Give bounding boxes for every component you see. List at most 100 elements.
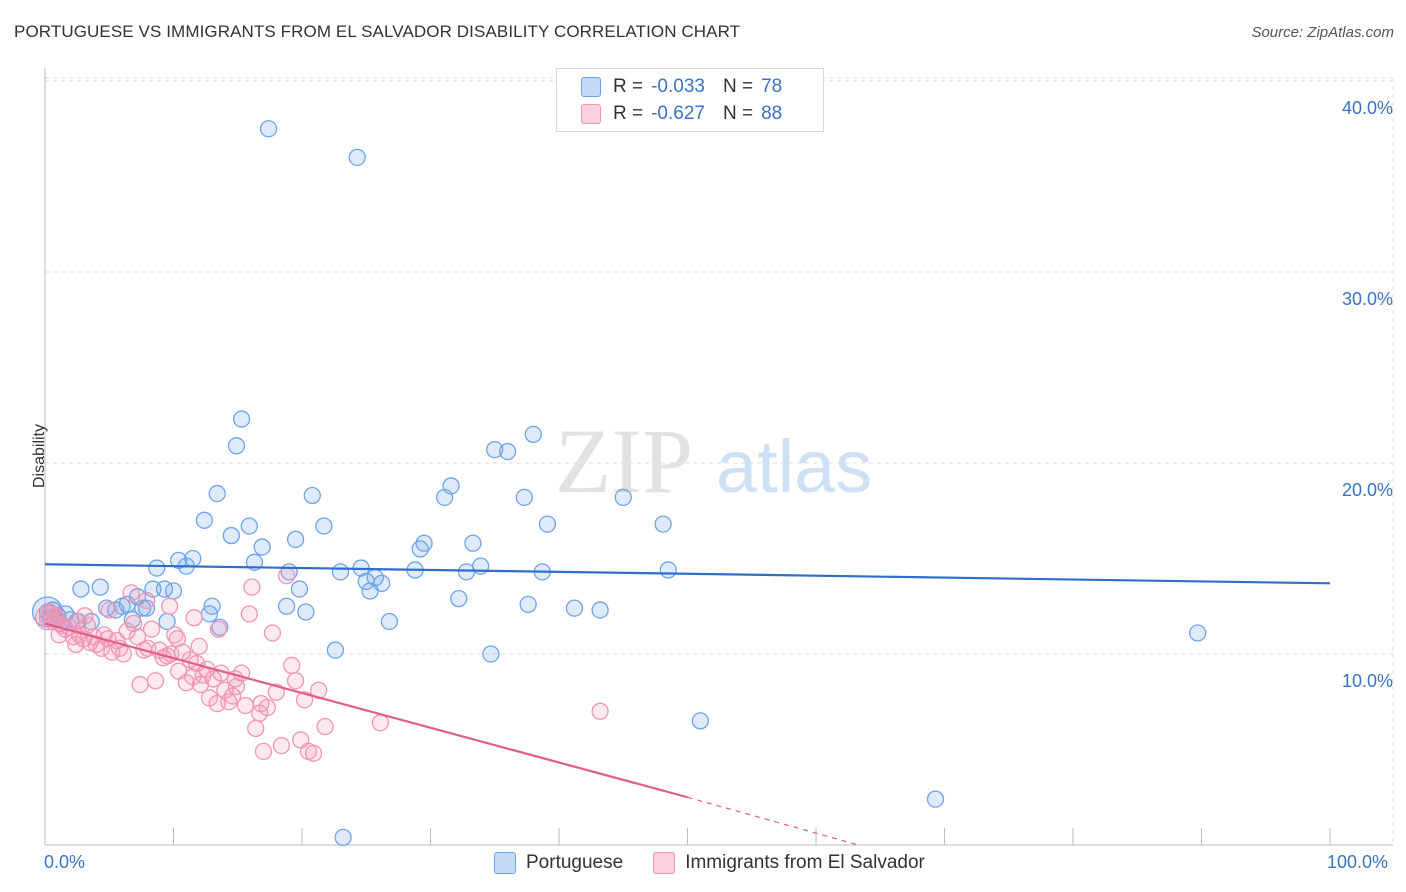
series-legend: Portuguese Immigrants from El Salvador xyxy=(494,852,955,874)
data-point xyxy=(69,612,88,631)
data-point xyxy=(122,584,140,602)
data-point xyxy=(486,440,504,459)
data-point xyxy=(591,702,609,720)
legend-n-value: 78 xyxy=(761,76,783,97)
trend-line-el-salvador-extension xyxy=(687,796,859,846)
data-point xyxy=(164,582,183,600)
legend-swatch-portuguese xyxy=(581,77,601,97)
correlation-legend: R = -0.033 N = 78 R = -0.627 N = 88 xyxy=(556,68,824,132)
legend-swatch-el-salvador xyxy=(581,104,601,124)
data-point xyxy=(286,672,305,690)
data-point xyxy=(232,410,251,428)
data-point xyxy=(316,717,334,736)
legend-row-portuguese: R = -0.033 N = 78 xyxy=(581,74,782,100)
data-point xyxy=(148,559,166,577)
data-point xyxy=(926,790,945,808)
trend-line-portuguese xyxy=(44,563,1331,585)
data-point xyxy=(482,645,500,663)
data-point xyxy=(591,601,609,619)
data-point xyxy=(659,561,677,579)
series-el-salvador-points xyxy=(34,567,609,762)
y-tick-label: 30.0% xyxy=(1342,289,1393,309)
data-point xyxy=(203,597,221,615)
data-point xyxy=(348,148,366,167)
data-point xyxy=(160,597,179,615)
data-point xyxy=(222,526,240,545)
data-point xyxy=(415,534,433,552)
data-point xyxy=(524,425,542,444)
data-point xyxy=(243,578,261,596)
legend-item-portuguese: Portuguese xyxy=(494,852,623,874)
legend-swatch-el-salvador xyxy=(653,852,676,874)
legend-row-el-salvador: R = -0.627 N = 88 xyxy=(581,101,782,127)
data-point xyxy=(290,580,309,598)
data-point xyxy=(252,695,270,713)
data-point xyxy=(184,549,202,568)
data-point xyxy=(654,515,672,533)
data-point xyxy=(263,624,282,642)
data-point xyxy=(464,534,482,552)
x-tick-max: 100.0% xyxy=(1327,852,1389,872)
data-point xyxy=(614,488,632,507)
data-point xyxy=(442,477,460,495)
data-point xyxy=(373,574,391,592)
data-point xyxy=(277,567,296,585)
trend-lines xyxy=(44,563,1331,846)
data-point xyxy=(259,120,278,138)
data-point xyxy=(137,591,156,610)
x-tick-min: 0.0% xyxy=(44,852,86,872)
y-tick-labels: 10.0% 20.0% 30.0% 40.0% xyxy=(1342,98,1393,691)
data-point xyxy=(283,656,301,675)
data-point xyxy=(143,620,161,638)
legend-item-el-salvador: Immigrants from El Salvador xyxy=(653,852,925,874)
data-point xyxy=(208,484,226,503)
legend-n-value: 88 xyxy=(761,103,783,124)
data-point xyxy=(331,563,350,581)
data-point xyxy=(240,517,258,535)
data-point xyxy=(515,488,533,507)
legend-n-label: N = xyxy=(722,103,754,124)
data-point xyxy=(91,578,109,596)
data-point xyxy=(315,517,333,535)
legend-n-label: N = xyxy=(722,76,754,97)
data-point xyxy=(114,645,133,663)
legend-r-label: R = xyxy=(613,103,644,124)
data-point xyxy=(450,589,468,608)
data-point xyxy=(297,603,315,621)
data-point xyxy=(247,719,265,738)
data-point xyxy=(223,687,242,705)
data-point xyxy=(209,620,228,638)
data-point xyxy=(357,572,375,591)
data-point xyxy=(125,614,143,633)
data-point xyxy=(371,714,390,732)
data-point xyxy=(519,595,537,613)
data-point xyxy=(131,675,149,694)
y-tick-label: 20.0% xyxy=(1342,480,1393,500)
data-point xyxy=(334,828,352,847)
data-point xyxy=(303,486,321,505)
y-axis-label: Disability xyxy=(31,423,49,489)
data-point xyxy=(227,437,246,455)
data-point xyxy=(254,742,273,761)
data-point-cluster xyxy=(34,605,61,631)
data-point xyxy=(253,538,271,556)
source-credit: Source: ZipAtlas.com xyxy=(1251,24,1394,41)
legend-r-value: -0.627 xyxy=(651,103,705,124)
data-point xyxy=(185,609,203,627)
data-point xyxy=(538,515,557,533)
legend-r-label: R = xyxy=(613,76,644,97)
legend-label-el-salvador: Immigrants from El Salvador xyxy=(685,852,925,873)
data-point xyxy=(92,639,111,657)
data-point xyxy=(195,511,213,529)
watermark-zip: ZIP xyxy=(555,410,693,512)
chart-title: PORTUGUESE VS IMMIGRANTS FROM EL SALVADO… xyxy=(14,22,741,41)
legend-r-value: -0.033 xyxy=(651,76,705,97)
trend-line-el-salvador xyxy=(44,622,688,799)
watermark: ZIP atlas xyxy=(555,410,872,512)
axes xyxy=(44,68,1393,846)
data-point xyxy=(326,641,345,659)
data-point xyxy=(304,744,323,762)
data-point xyxy=(380,612,399,631)
legend-swatch-portuguese xyxy=(494,852,516,874)
